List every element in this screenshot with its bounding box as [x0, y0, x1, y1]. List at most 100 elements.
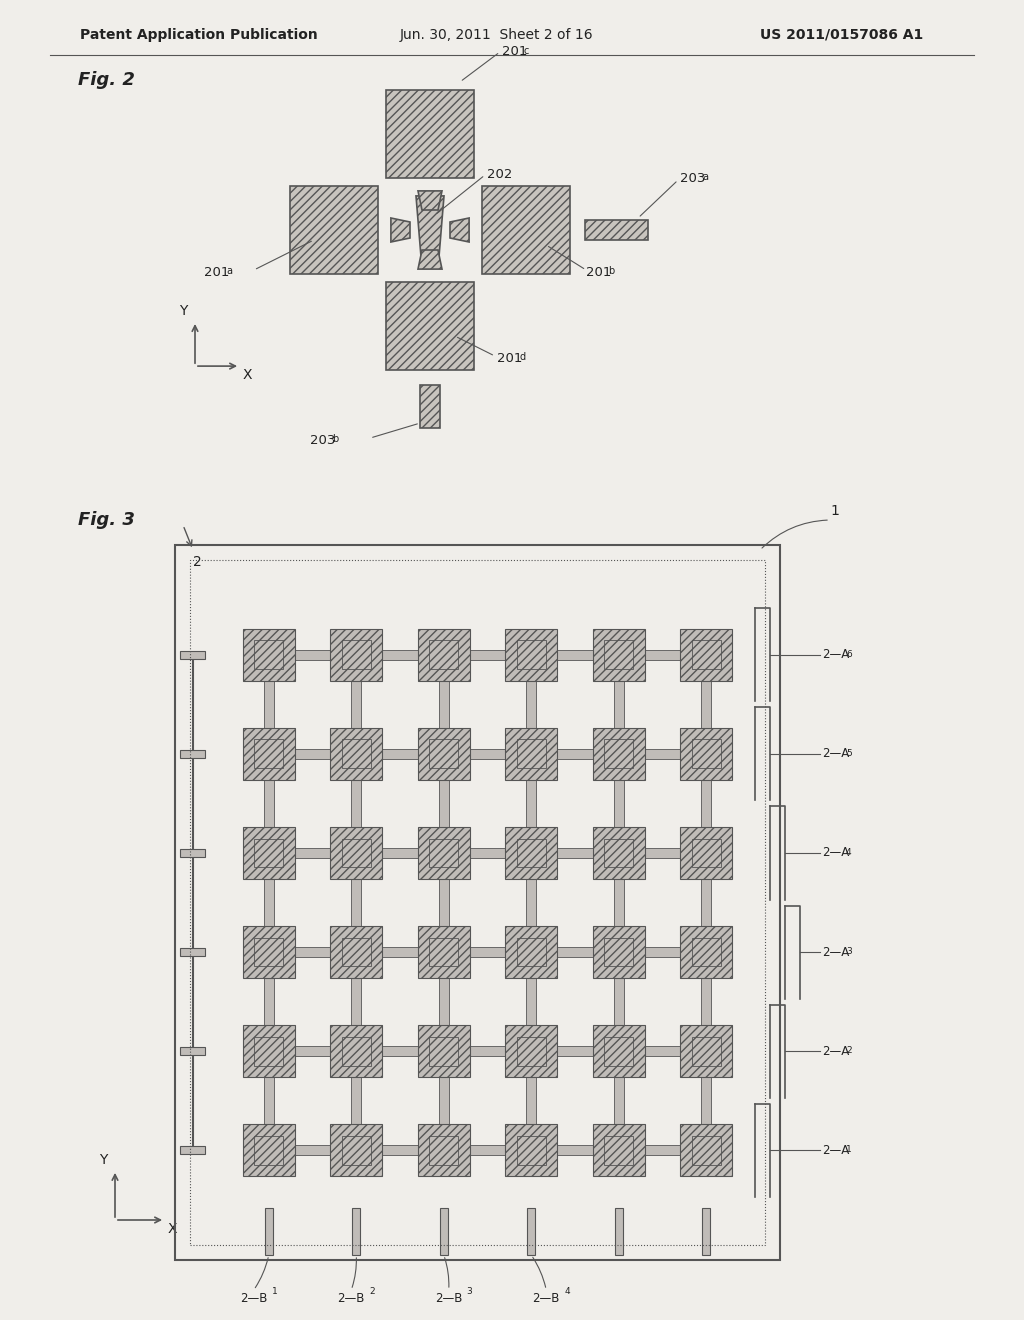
- Polygon shape: [243, 628, 295, 681]
- Polygon shape: [382, 946, 418, 957]
- Polygon shape: [243, 727, 295, 780]
- Polygon shape: [418, 249, 442, 269]
- Polygon shape: [593, 826, 645, 879]
- Text: 2—B: 2—B: [338, 1292, 365, 1305]
- Polygon shape: [505, 628, 557, 681]
- Polygon shape: [585, 220, 648, 240]
- Polygon shape: [526, 780, 537, 828]
- Text: 6: 6: [846, 649, 852, 659]
- Text: 1: 1: [830, 504, 839, 517]
- Polygon shape: [644, 946, 681, 957]
- Polygon shape: [264, 780, 273, 828]
- Text: 201: 201: [204, 265, 229, 279]
- Polygon shape: [290, 186, 378, 273]
- Polygon shape: [439, 1208, 447, 1255]
- Polygon shape: [352, 1208, 360, 1255]
- Text: a: a: [702, 172, 709, 182]
- Polygon shape: [331, 927, 382, 978]
- Polygon shape: [680, 927, 732, 978]
- Text: 1: 1: [271, 1287, 278, 1296]
- Polygon shape: [701, 680, 712, 729]
- Polygon shape: [351, 1077, 361, 1125]
- Polygon shape: [264, 1077, 273, 1125]
- Polygon shape: [701, 1077, 712, 1125]
- Text: 203: 203: [310, 433, 336, 446]
- Polygon shape: [469, 1146, 506, 1155]
- Text: 202: 202: [487, 169, 512, 181]
- Polygon shape: [613, 879, 624, 927]
- Polygon shape: [557, 1047, 593, 1056]
- Polygon shape: [295, 1047, 331, 1056]
- Text: 2—A: 2—A: [822, 1144, 849, 1156]
- Text: Y: Y: [179, 304, 187, 318]
- Text: 2: 2: [193, 554, 202, 569]
- Text: 2: 2: [846, 1047, 852, 1055]
- Polygon shape: [526, 680, 537, 729]
- Polygon shape: [180, 948, 205, 956]
- Polygon shape: [613, 1077, 624, 1125]
- Text: 2: 2: [370, 1287, 375, 1296]
- Polygon shape: [295, 649, 331, 660]
- Polygon shape: [450, 218, 469, 242]
- Polygon shape: [243, 826, 295, 879]
- Polygon shape: [644, 748, 681, 759]
- Polygon shape: [180, 849, 205, 857]
- Polygon shape: [243, 927, 295, 978]
- Text: 2—A: 2—A: [822, 1044, 849, 1057]
- Polygon shape: [420, 385, 440, 428]
- Polygon shape: [391, 218, 410, 242]
- Text: Y: Y: [98, 1152, 108, 1167]
- Polygon shape: [526, 978, 537, 1026]
- Text: 201: 201: [502, 45, 527, 58]
- Polygon shape: [180, 1146, 205, 1155]
- Polygon shape: [331, 727, 382, 780]
- Polygon shape: [613, 680, 624, 729]
- Polygon shape: [243, 1026, 295, 1077]
- Polygon shape: [593, 628, 645, 681]
- Polygon shape: [386, 90, 474, 178]
- Text: 1: 1: [846, 1146, 852, 1155]
- Text: X: X: [243, 368, 253, 381]
- Polygon shape: [351, 879, 361, 927]
- Bar: [190, 560, 765, 1245]
- Polygon shape: [418, 927, 470, 978]
- Polygon shape: [482, 186, 570, 273]
- Polygon shape: [264, 879, 273, 927]
- Polygon shape: [180, 750, 205, 758]
- Text: 201: 201: [586, 265, 611, 279]
- Text: 203: 203: [680, 172, 706, 185]
- Polygon shape: [702, 1208, 711, 1255]
- Polygon shape: [418, 628, 470, 681]
- Polygon shape: [593, 1125, 645, 1176]
- Polygon shape: [264, 978, 273, 1026]
- Text: 201: 201: [497, 351, 522, 364]
- Polygon shape: [418, 1125, 470, 1176]
- Polygon shape: [469, 649, 506, 660]
- Text: 2—B: 2—B: [435, 1292, 463, 1305]
- Polygon shape: [644, 1047, 681, 1056]
- Text: Jun. 30, 2011  Sheet 2 of 16: Jun. 30, 2011 Sheet 2 of 16: [400, 28, 594, 42]
- Text: Fig. 2: Fig. 2: [78, 71, 135, 88]
- Polygon shape: [351, 780, 361, 828]
- Polygon shape: [469, 1047, 506, 1056]
- Polygon shape: [418, 1026, 470, 1077]
- Polygon shape: [418, 191, 442, 210]
- Polygon shape: [644, 649, 681, 660]
- Polygon shape: [295, 946, 331, 957]
- Polygon shape: [438, 1077, 449, 1125]
- Text: 2—A: 2—A: [822, 747, 849, 760]
- Text: b: b: [332, 434, 338, 444]
- Polygon shape: [680, 826, 732, 879]
- Polygon shape: [469, 748, 506, 759]
- Text: 2—B: 2—B: [240, 1292, 267, 1305]
- Text: 2—A: 2—A: [822, 945, 849, 958]
- Text: 4: 4: [846, 847, 852, 857]
- Text: 2—A: 2—A: [822, 648, 849, 661]
- Polygon shape: [331, 1026, 382, 1077]
- Polygon shape: [505, 727, 557, 780]
- Polygon shape: [557, 847, 593, 858]
- Polygon shape: [680, 628, 732, 681]
- Polygon shape: [557, 946, 593, 957]
- Polygon shape: [386, 282, 474, 370]
- Polygon shape: [613, 978, 624, 1026]
